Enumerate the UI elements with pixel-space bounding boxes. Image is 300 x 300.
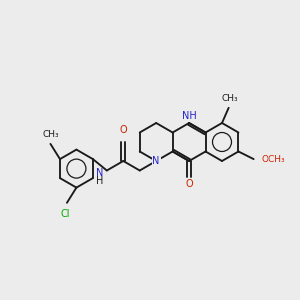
- Text: N: N: [152, 156, 160, 166]
- Text: N: N: [96, 169, 104, 178]
- Text: O: O: [119, 125, 127, 135]
- Text: H: H: [96, 176, 104, 187]
- Text: Cl: Cl: [60, 209, 70, 219]
- Text: OCH₃: OCH₃: [262, 154, 286, 164]
- Text: O: O: [185, 179, 193, 189]
- Text: NH: NH: [182, 111, 196, 121]
- Text: CH₃: CH₃: [42, 130, 59, 139]
- Text: CH₃: CH₃: [221, 94, 238, 103]
